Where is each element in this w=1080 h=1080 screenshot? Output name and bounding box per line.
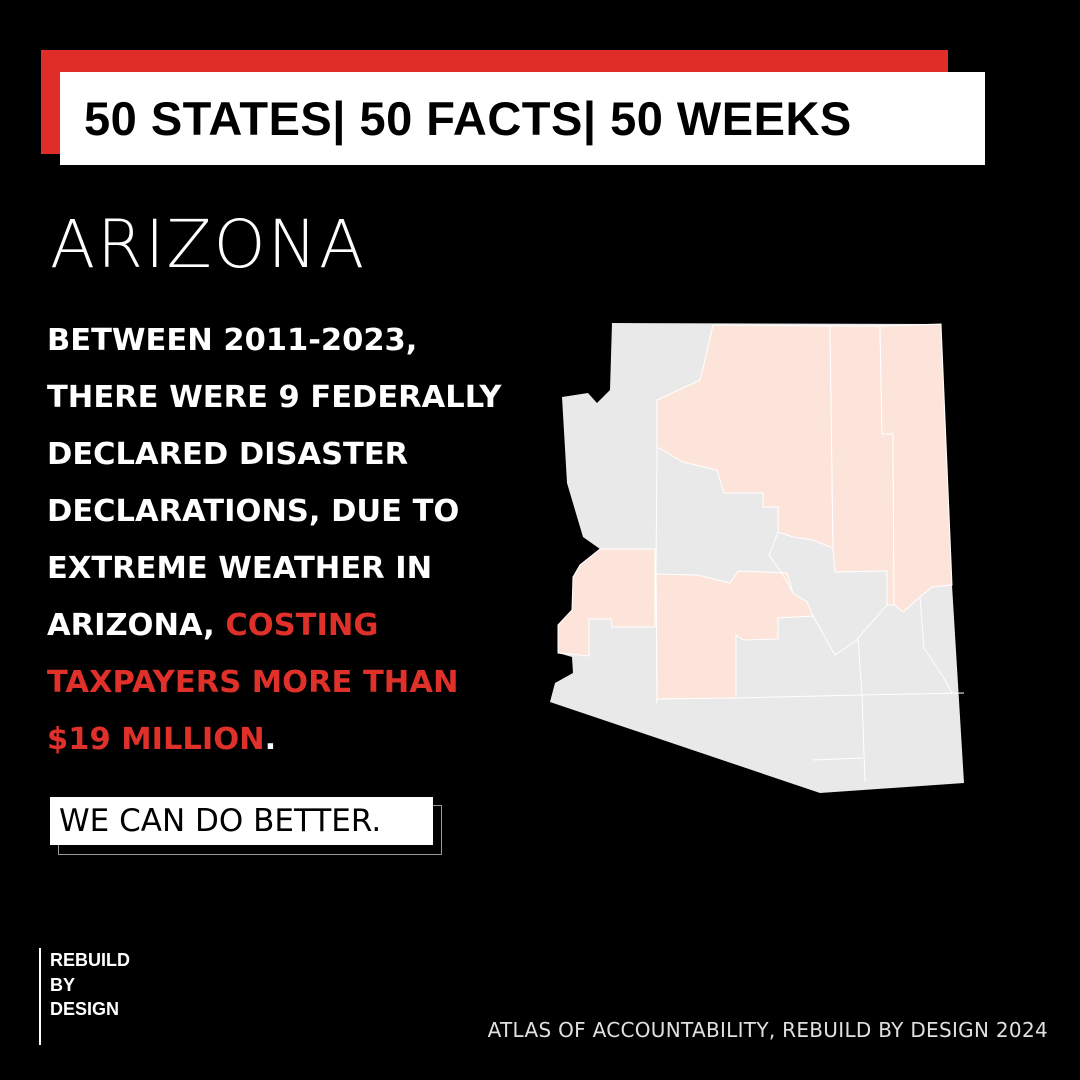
fact-line: DECLARED DISASTER	[47, 437, 409, 472]
county-border	[768, 531, 794, 594]
header-title: 50 STATES| 50 FACTS| 50 WEEKS	[84, 92, 852, 145]
fact-line: BETWEEN 2011-2023,	[47, 323, 418, 358]
fact-highlight-amount: $19 MILLION	[47, 722, 265, 757]
fact-line: THERE WERE 9 FEDERALLY	[47, 380, 502, 415]
fact-line: $19 MILLION.	[47, 711, 567, 768]
footer-credit: ATLAS OF ACCOUNTABILITY, REBUILD BY DESI…	[487, 1018, 1048, 1042]
county-border	[812, 757, 864, 761]
fact-highlight: COSTING	[225, 608, 379, 643]
logo-line: REBUILD	[50, 950, 130, 970]
fact-period: .	[264, 722, 277, 757]
fact-line: ARIZONA, COSTING	[47, 597, 567, 654]
rebuild-by-design-logo: REBUILD BY DESIGN	[50, 948, 130, 1022]
header-banner: 50 STATES| 50 FACTS| 50 WEEKS	[60, 72, 985, 165]
fact-highlight: TAXPAYERS MORE THAN	[47, 665, 459, 700]
logo-rule	[39, 948, 41, 1045]
county-border	[919, 596, 953, 694]
county-la-paz	[557, 548, 656, 657]
fact-text: BETWEEN 2011-2023, THERE WERE 9 FEDERALL…	[47, 312, 567, 768]
fact-text-white: ARIZONA,	[47, 608, 226, 643]
county-borders	[655, 446, 965, 783]
county-border	[857, 637, 866, 783]
county-border	[735, 692, 965, 699]
county-border	[655, 446, 658, 706]
logo-line: DESIGN	[50, 999, 120, 1019]
fact-line: EXTREME WEATHER IN	[47, 551, 433, 586]
state-name: ARIZONA	[50, 206, 367, 283]
county-border	[812, 604, 888, 656]
cta-banner: WE CAN DO BETTER.	[50, 797, 433, 845]
logo-line: BY	[50, 974, 76, 995]
fact-line: DECLARATIONS, DUE TO	[47, 494, 460, 529]
county-apache	[879, 323, 953, 613]
county-coconino	[656, 324, 834, 549]
